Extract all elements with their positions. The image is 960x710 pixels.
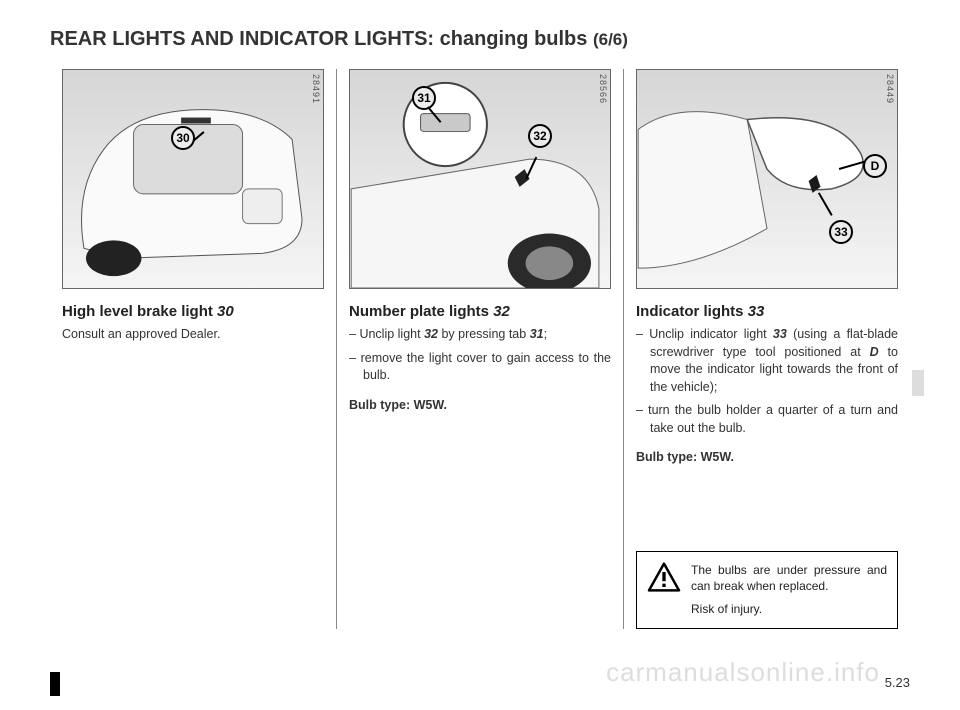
- list-indicator: Unclip indicator light 33 (using a flat-…: [636, 326, 898, 443]
- heading-indicator: Indicator lights 33: [636, 303, 898, 320]
- warning-icon: [647, 562, 681, 592]
- callout-32: 32: [528, 124, 552, 148]
- side-tab: [912, 370, 924, 396]
- image-code: 28449: [885, 74, 895, 104]
- bulb-type-indicator: Bulb type: W5W.: [636, 449, 898, 467]
- page-title: REAR LIGHTS AND INDICATOR LIGHTS: changi…: [50, 28, 910, 51]
- warning-line1: The bulbs are under pressure and can bre…: [691, 562, 887, 596]
- columns: 28491 30 High level brake light 30 Consu…: [50, 69, 910, 629]
- title-sub: (6/6): [593, 30, 628, 49]
- figure-brake-light: 28491 30: [62, 69, 324, 289]
- callout-33: 33: [829, 220, 853, 244]
- list-item: remove the light cover to gain access to…: [349, 350, 611, 385]
- image-code: 28566: [598, 74, 608, 104]
- col-indicator: 28449 D 33 Indicator lights 33 Unclip in…: [623, 69, 910, 629]
- mirror-svg: [637, 70, 897, 288]
- car-rear-svg: [63, 70, 323, 288]
- col-number-plate: 28566 31 32 Number plate lights 32 Uncli…: [336, 69, 623, 629]
- plate-svg: [350, 70, 610, 288]
- image-code: 28491: [311, 74, 321, 104]
- watermark: carmanualsonline.info: [606, 657, 880, 688]
- list-item: Unclip light 32 by pressing tab 31;: [349, 326, 611, 344]
- heading-number-plate: Number plate lights 32: [349, 303, 611, 320]
- callout-D: D: [863, 154, 887, 178]
- callout-30: 30: [171, 126, 195, 150]
- list-item: turn the bulb holder a quarter of a turn…: [636, 402, 898, 437]
- callout-31: 31: [412, 86, 436, 110]
- col-brake-light: 28491 30 High level brake light 30 Consu…: [50, 69, 336, 629]
- warning-line2: Risk of injury.: [691, 601, 887, 618]
- list-item: Unclip indicator light 33 (using a flat-…: [636, 326, 898, 396]
- bulb-type-plate: Bulb type: W5W.: [349, 397, 611, 415]
- figure-indicator: 28449 D 33: [636, 69, 898, 289]
- heading-brake-light: High level brake light 30: [62, 303, 324, 320]
- footer-mark: [50, 672, 60, 696]
- title-main: REAR LIGHTS AND INDICATOR LIGHTS: changi…: [50, 28, 593, 50]
- warning-box: The bulbs are under pressure and can bre…: [636, 551, 898, 629]
- text-consult-dealer: Consult an approved Dealer.: [62, 326, 324, 344]
- figure-number-plate: 28566 31 32: [349, 69, 611, 289]
- list-number-plate: Unclip light 32 by pressing tab 31; remo…: [349, 326, 611, 391]
- page-number: 5.23: [885, 675, 910, 690]
